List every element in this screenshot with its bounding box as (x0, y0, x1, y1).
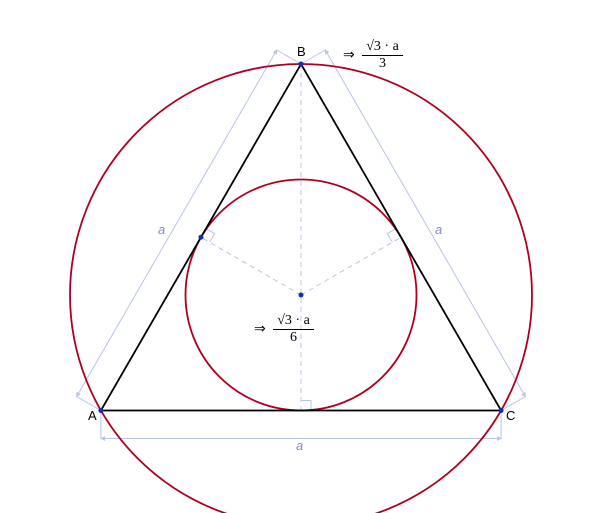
side-label-ca: a (296, 438, 303, 453)
circumradius-formula: ⇒ √3 · a 3 (343, 40, 403, 71)
implies-icon: ⇒ (343, 48, 355, 63)
vertex-label-c: C (506, 408, 515, 423)
vertex-label-a: A (88, 408, 97, 423)
side-label-ab: a (158, 222, 165, 237)
side-label-bc: a (435, 222, 442, 237)
implies-icon: ⇒ (254, 322, 266, 337)
inradius-formula: ⇒ √3 · a 6 (254, 314, 314, 345)
vertex-label-b: B (297, 44, 306, 59)
geometry-diagram (0, 0, 602, 513)
